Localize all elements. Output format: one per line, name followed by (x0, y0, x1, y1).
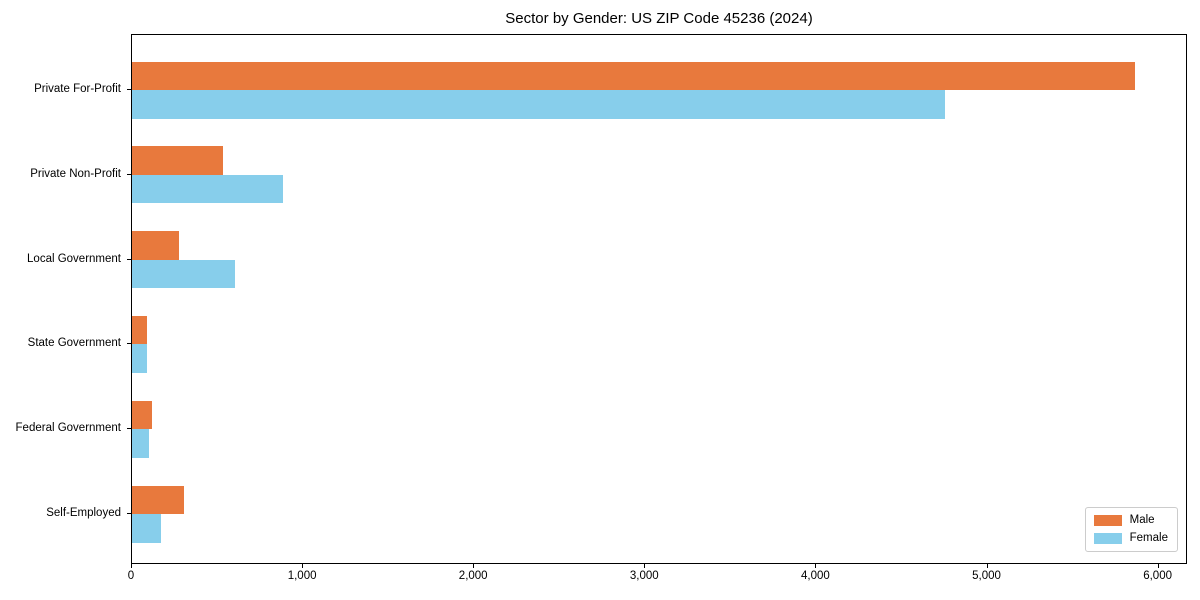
bar-male-5 (132, 400, 152, 430)
y-tick-mark (127, 173, 131, 175)
y-tick-label: Private Non-Profit (30, 167, 121, 180)
x-tick-mark (131, 564, 132, 568)
bar-male-6 (132, 485, 185, 514)
y-tick-label: Federal Government (15, 422, 121, 435)
x-tick-label: 6,000 (1143, 570, 1172, 582)
bar-male-4 (132, 315, 148, 345)
y-tick-label: Self-Employed (46, 507, 121, 519)
x-tick-label: 2,000 (458, 570, 488, 582)
x-tick-mark (302, 564, 304, 568)
male-series-swatch (1093, 515, 1122, 526)
x-tick-label: 5,000 (972, 570, 1001, 582)
y-tick-label: Private For-Profit (34, 83, 121, 95)
x-tick-label: 3,000 (629, 570, 659, 582)
x-tick-mark (1157, 564, 1159, 568)
y-tick-label: Local Government (27, 252, 121, 265)
legend-label-male: Male (1129, 514, 1155, 526)
bar-female-4 (132, 344, 148, 373)
y-tick-mark (127, 343, 131, 345)
x-tick-mark (473, 564, 475, 568)
bar-female-2 (132, 174, 284, 204)
y-tick-mark (127, 89, 131, 90)
legend-entry-male: Male (1093, 514, 1168, 527)
chart-title: Sector by Gender: US ZIP Code 45236 (202… (505, 10, 813, 27)
bar-female-5 (132, 429, 150, 458)
female-series-swatch (1093, 533, 1122, 544)
y-tick-mark (127, 513, 131, 514)
plot-area: Male Female (131, 34, 1187, 564)
legend-label-female: Female (1129, 532, 1168, 544)
x-tick-mark (644, 564, 646, 568)
x-tick-mark (986, 564, 988, 568)
bar-female-6 (132, 514, 162, 543)
bar-male-3 (132, 231, 180, 260)
legend-entry-female: Female (1093, 532, 1168, 545)
legend: Male Female (1084, 507, 1178, 552)
bar-female-1 (132, 90, 945, 119)
x-tick-label: 4,000 (801, 570, 830, 582)
y-tick-mark (127, 428, 131, 430)
x-tick-label: 0 (127, 570, 135, 582)
bar-male-2 (132, 146, 223, 175)
bar-male-1 (132, 61, 1135, 90)
x-tick-mark (815, 564, 817, 568)
y-tick-label: State Government (27, 337, 121, 350)
y-tick-mark (127, 258, 131, 260)
x-tick-label: 1,000 (287, 570, 317, 582)
bar-female-3 (132, 259, 235, 289)
